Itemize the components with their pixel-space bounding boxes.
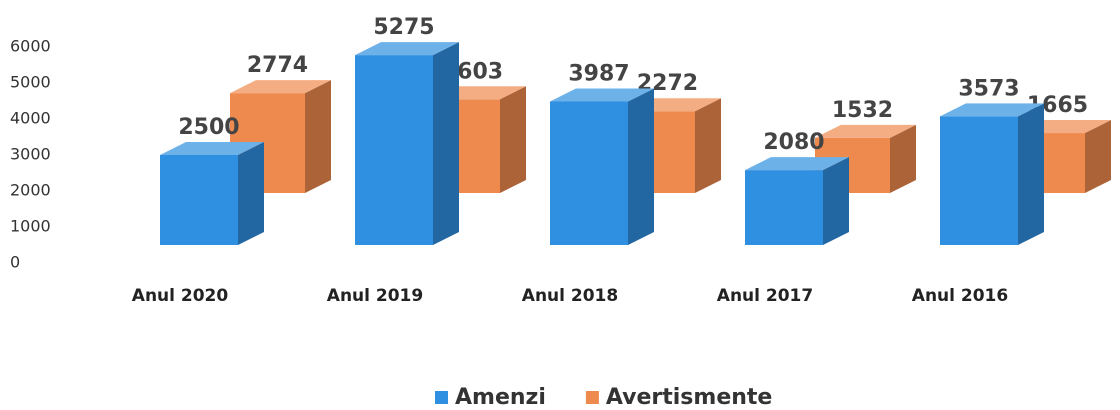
bar-side [238,142,264,245]
bar-side [500,86,526,193]
bar-side [628,88,654,245]
bar-side [305,80,331,193]
bar-top [355,42,459,56]
x-tick-label: Anul 2016 [912,286,1008,306]
y-tick-label: 2000 [10,181,51,200]
legend-label: Amenzi [455,385,546,410]
bar-group [745,157,849,245]
bar-group [550,88,654,245]
x-tick-label: Anul 2018 [522,286,618,306]
value-label: 2500 [178,115,239,140]
y-tick-label: 0 [10,253,20,272]
x-tick-label: Anul 2017 [717,286,813,306]
y-tick-label: 5000 [10,73,51,92]
bar-top [230,80,331,94]
bar-top [745,157,849,171]
bar-top [550,88,654,102]
bar-group [160,142,264,245]
value-label: 5275 [373,15,434,40]
legend-swatch [435,391,448,404]
bar-side [823,157,849,245]
bar-side [890,124,916,193]
bar [940,116,1018,245]
bar-top [940,103,1044,117]
x-tick-label: Anul 2020 [132,286,229,306]
value-label: 2774 [247,53,308,78]
bar [355,55,433,245]
x-tick-label: Anul 2019 [327,286,423,306]
value-label: 2080 [763,130,824,155]
y-tick-label: 6000 [10,37,51,56]
y-tick-label: 3000 [10,145,51,164]
bar [550,101,628,245]
bar [160,155,238,245]
bar-side [433,42,459,245]
bar [745,170,823,245]
value-label: 1532 [832,98,893,123]
y-tick-label: 4000 [10,109,51,128]
legend-label: Avertismente [606,385,772,410]
bar-top [815,124,916,138]
bar-side [695,98,721,193]
legend-swatch [585,391,599,404]
bar-group [940,103,1044,245]
bar-side [1018,103,1044,245]
y-tick-label: 1000 [10,217,51,236]
bar-group [355,42,459,245]
value-label: 3987 [568,61,629,86]
bar-top [160,142,264,155]
value-label: 3573 [958,76,1019,101]
bar-side [1085,120,1111,193]
